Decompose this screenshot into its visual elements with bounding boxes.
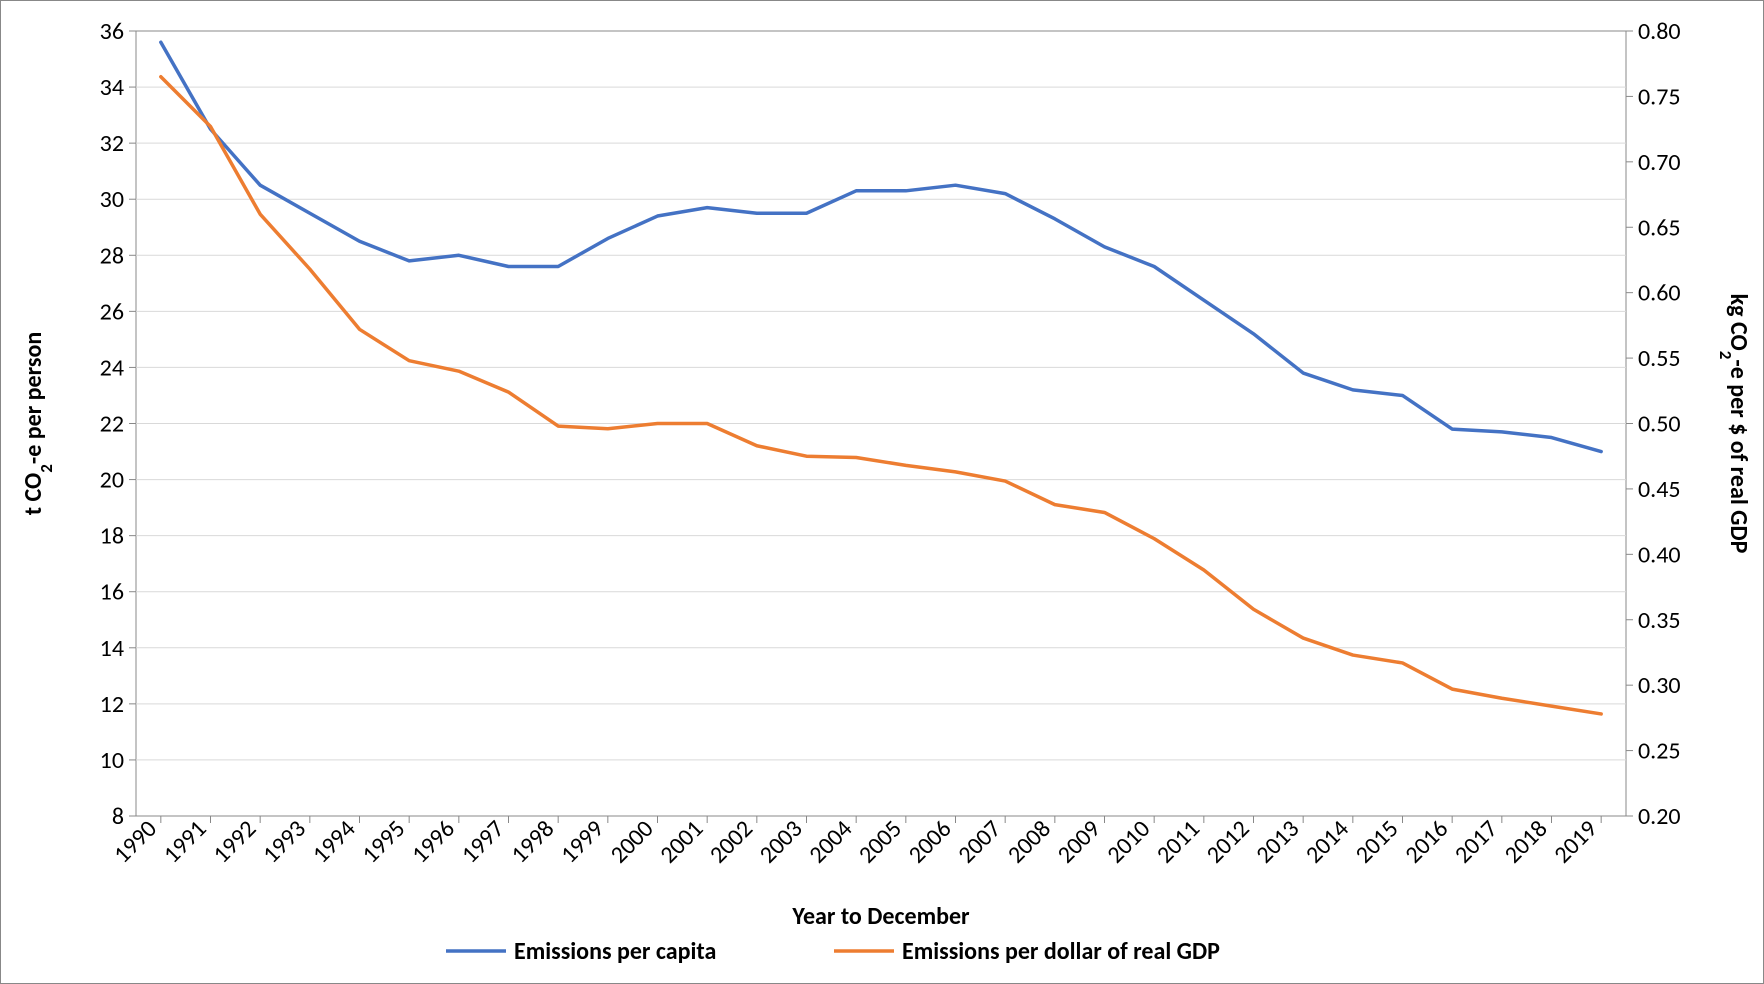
chart-container: 8 10 12 14 16 18 20 22 24 26 28 30 32 34 36 0.20 0.25 0.3… xyxy=(0,0,1764,984)
x-tick-label: 2011 xyxy=(1151,814,1206,869)
x-tick-label: 2019 xyxy=(1548,814,1603,869)
y-right-tick-label: 0.30 xyxy=(1638,671,1681,700)
y-left-tick-label: 24 xyxy=(100,353,124,382)
y-right-tick-label: 0.75 xyxy=(1638,82,1681,111)
x-axis-title: Year to December xyxy=(791,902,970,931)
y-left-tick-label: 12 xyxy=(100,690,124,719)
x-tick-label: 1998 xyxy=(505,814,560,869)
y-right-tick-label: 0.70 xyxy=(1638,148,1681,177)
y-left-tick-label: 8 xyxy=(112,802,124,831)
x-tick-label: 1995 xyxy=(356,814,411,869)
y-right-tick-label: 0.80 xyxy=(1638,17,1681,46)
y-right-tick-label: 0.55 xyxy=(1638,344,1681,373)
y-right-tick-label: 0.20 xyxy=(1638,802,1681,831)
x-tick-label: 2005 xyxy=(853,814,908,869)
y-right-tick-label: 0.40 xyxy=(1638,540,1681,569)
x-tick-label: 2018 xyxy=(1499,814,1554,869)
series-line xyxy=(161,42,1601,451)
x-tick-label: 2015 xyxy=(1350,814,1405,869)
x-tick-label: 2002 xyxy=(704,814,759,869)
y-right-tick-label: 0.35 xyxy=(1638,606,1681,635)
x-tick-label: 1999 xyxy=(555,814,610,869)
legend-label: Emissions per dollar of real GDP xyxy=(902,937,1220,966)
y-left-tick-label: 34 xyxy=(100,73,124,102)
x-tick-label: 2004 xyxy=(803,814,858,869)
x-tick-label: 2010 xyxy=(1101,814,1156,869)
x-tick-label: 2014 xyxy=(1300,814,1355,869)
y-left-tick-label: 28 xyxy=(100,241,124,270)
y-right-tick-label: 0.50 xyxy=(1638,410,1681,439)
y-right-tick-label: 0.25 xyxy=(1638,737,1681,766)
x-tick-label: 2008 xyxy=(1002,814,1057,869)
y-left-tick-label: 32 xyxy=(100,129,124,158)
series-line xyxy=(161,77,1601,714)
line-chart: 8 10 12 14 16 18 20 22 24 26 28 30 32 34 36 0.20 0.25 0.3… xyxy=(1,1,1763,983)
y-left-tick-label: 16 xyxy=(100,578,124,607)
y-left-tick-label: 10 xyxy=(100,746,124,775)
y-left-tick-label: 30 xyxy=(100,185,124,214)
x-tick-label: 1991 xyxy=(158,814,213,869)
y-right-tick-label: 0.60 xyxy=(1638,279,1681,308)
legend-label: Emissions per capita xyxy=(514,937,716,966)
x-tick-label: 1997 xyxy=(456,814,511,869)
x-tick-label: 2001 xyxy=(654,814,709,869)
y-left-tick-label: 20 xyxy=(100,466,124,495)
y-left-tick-label: 22 xyxy=(100,410,124,439)
y-left-tick-label: 36 xyxy=(100,17,124,46)
y-right-axis-title: kg CO2-e per $ of real GDP xyxy=(1716,294,1754,554)
x-tick-label: 2006 xyxy=(903,814,958,869)
x-tick-label: 2007 xyxy=(952,814,1007,869)
y-left-tick-label: 18 xyxy=(100,522,124,551)
x-tick-label: 2017 xyxy=(1449,814,1504,869)
x-tick-label: 2016 xyxy=(1399,814,1454,869)
y-right-tick-label: 0.65 xyxy=(1638,213,1681,242)
y-left-axis-title: t CO2-e per person xyxy=(19,332,57,515)
x-tick-label: 1993 xyxy=(257,814,312,869)
x-tick-label: 1994 xyxy=(307,814,362,869)
y-left-tick-label: 26 xyxy=(100,297,124,326)
x-tick-label: 2003 xyxy=(754,814,809,869)
y-left-tick-label: 14 xyxy=(100,634,124,663)
x-tick-label: 2012 xyxy=(1201,814,1256,869)
x-tick-label: 2013 xyxy=(1250,814,1305,869)
x-tick-label: 2000 xyxy=(605,814,660,869)
x-tick-label: 1992 xyxy=(207,814,262,869)
y-right-tick-label: 0.45 xyxy=(1638,475,1681,504)
x-tick-label: 2009 xyxy=(1052,814,1107,869)
x-tick-label: 1996 xyxy=(406,814,461,869)
